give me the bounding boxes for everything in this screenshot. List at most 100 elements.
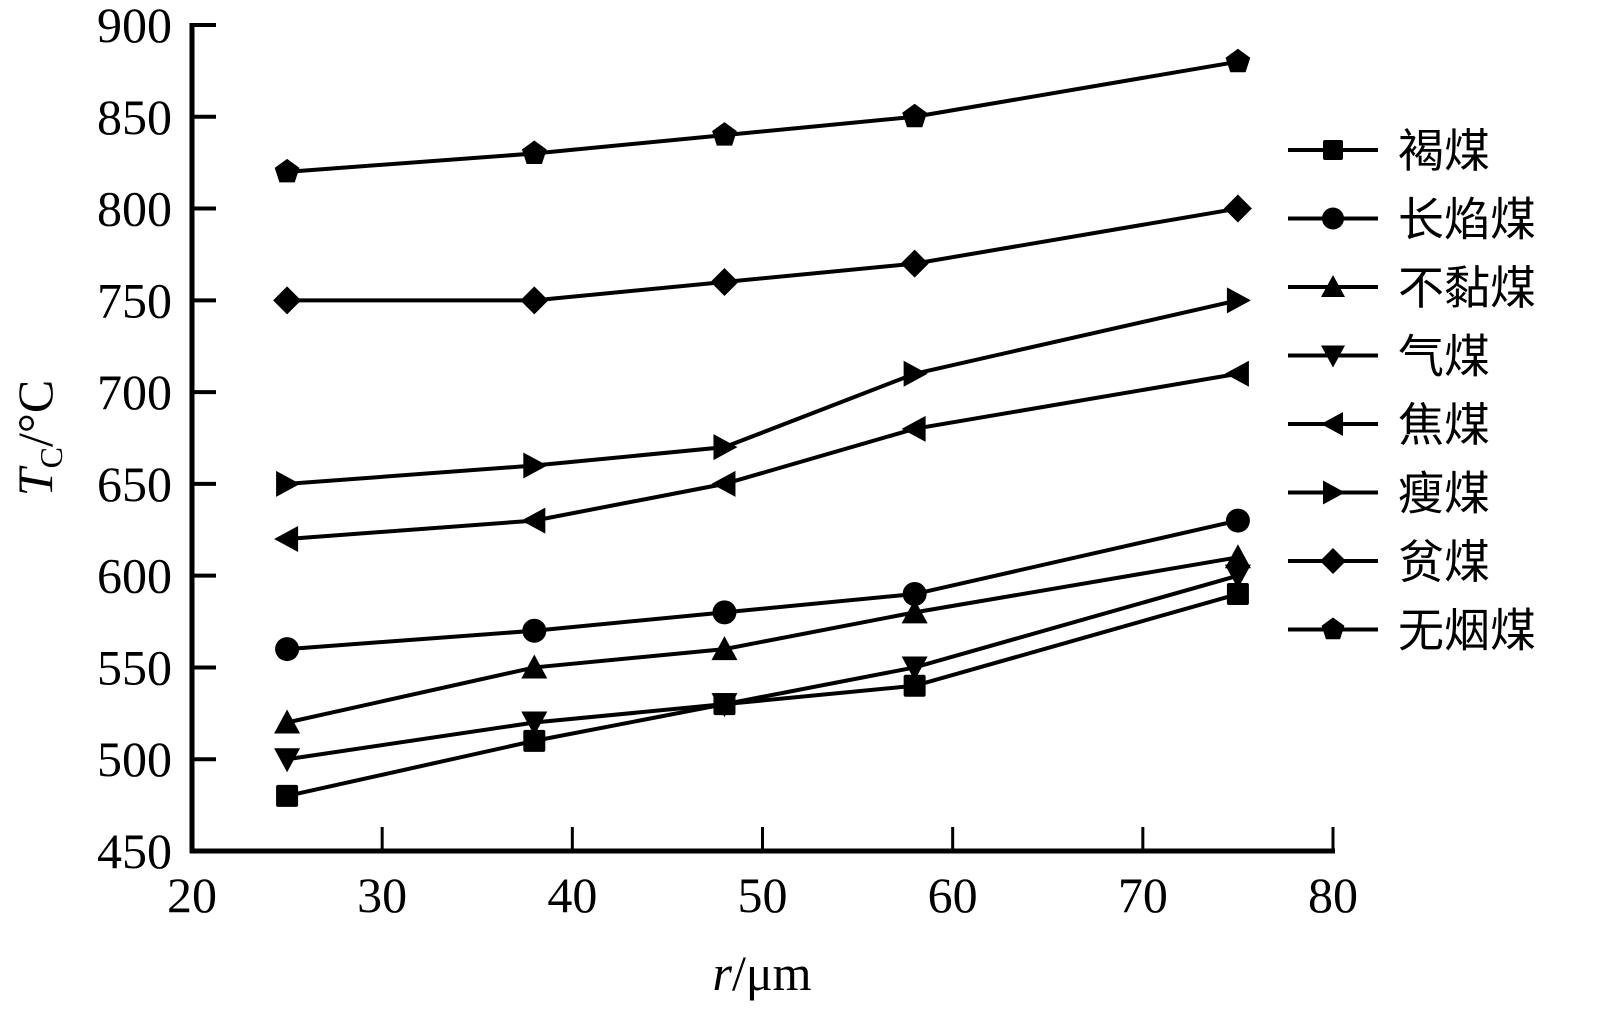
legend-item: 褐煤 bbox=[1288, 124, 1490, 178]
y-tick-label: 850 bbox=[97, 89, 172, 145]
series-line bbox=[286, 371, 1239, 541]
triangle-right-marker-icon bbox=[1323, 480, 1345, 505]
data-point bbox=[1224, 564, 1251, 589]
x-axis-var: r bbox=[712, 945, 732, 1001]
x-tick-label: 30 bbox=[357, 867, 407, 923]
legend-item: 不黏煤 bbox=[1288, 261, 1536, 315]
data-point bbox=[276, 784, 299, 807]
x-tick-label: 40 bbox=[547, 867, 597, 923]
legend-label: 贫煤 bbox=[1398, 535, 1490, 589]
x-tick-label: 60 bbox=[928, 867, 978, 923]
y-tick-label: 600 bbox=[97, 548, 172, 604]
data-point bbox=[1223, 194, 1252, 223]
y-tick-label: 900 bbox=[97, 0, 172, 53]
x-tick-label: 70 bbox=[1118, 867, 1168, 923]
data-point bbox=[710, 267, 739, 296]
data-point bbox=[901, 656, 928, 681]
data-point bbox=[903, 674, 926, 697]
data-point bbox=[274, 525, 299, 552]
data-point bbox=[521, 507, 546, 534]
y-axis-subscript: C bbox=[33, 447, 69, 468]
series-line bbox=[286, 298, 1239, 486]
y-tick-label: 500 bbox=[97, 731, 172, 787]
data-point bbox=[712, 600, 737, 625]
data-point bbox=[901, 599, 928, 624]
series-line bbox=[286, 518, 1239, 652]
y-axis-unit: /°C bbox=[7, 380, 63, 447]
series-line bbox=[286, 573, 1239, 762]
data-point bbox=[711, 693, 738, 718]
data-point bbox=[276, 470, 301, 497]
y-axis-title: TC/°C bbox=[7, 380, 69, 496]
legend-item: 贫煤 bbox=[1288, 535, 1490, 589]
series-line bbox=[287, 206, 1239, 303]
triangle-up-marker-icon bbox=[1321, 275, 1345, 297]
data-point bbox=[273, 286, 302, 315]
y-axis-var: T bbox=[7, 465, 63, 496]
circle-marker-icon bbox=[1322, 207, 1344, 230]
series-layer bbox=[273, 48, 1252, 807]
legend-item: 气煤 bbox=[1288, 330, 1490, 384]
y-tick-label: 450 bbox=[97, 823, 172, 879]
triangle-left-marker-icon bbox=[1321, 412, 1343, 436]
data-point bbox=[1224, 360, 1249, 387]
legend-label: 长焰煤 bbox=[1398, 193, 1536, 247]
data-point bbox=[1224, 544, 1251, 569]
data-point bbox=[1225, 508, 1250, 533]
pentagon-marker-icon bbox=[1321, 617, 1345, 640]
data-point bbox=[1225, 48, 1251, 73]
data-point bbox=[1226, 287, 1251, 314]
series-4 bbox=[274, 360, 1249, 552]
data-point bbox=[274, 709, 301, 734]
data-point bbox=[522, 618, 547, 643]
y-tick-label: 550 bbox=[97, 639, 172, 695]
data-point bbox=[275, 637, 300, 662]
series-7 bbox=[274, 48, 1251, 183]
x-axis-unit: /μm bbox=[732, 945, 812, 1001]
data-point bbox=[523, 452, 548, 479]
square-marker-icon bbox=[1323, 140, 1343, 160]
data-point bbox=[521, 654, 548, 679]
series-6 bbox=[273, 194, 1252, 315]
legend-label: 气煤 bbox=[1398, 330, 1490, 384]
legend-label: 不黏煤 bbox=[1398, 261, 1536, 315]
legend-item: 焦煤 bbox=[1288, 398, 1490, 452]
data-point bbox=[711, 636, 738, 661]
y-tick-label: 800 bbox=[97, 181, 172, 237]
triangle-down-marker-icon bbox=[1321, 345, 1345, 368]
legend-label: 无烟煤 bbox=[1398, 604, 1536, 658]
x-tick-label: 80 bbox=[1308, 867, 1358, 923]
legend-label: 焦煤 bbox=[1398, 398, 1490, 452]
series-line bbox=[286, 59, 1239, 174]
data-point bbox=[903, 360, 928, 387]
series-1 bbox=[275, 508, 1250, 662]
y-tick-label: 700 bbox=[97, 364, 172, 420]
legend-item: 无烟煤 bbox=[1288, 604, 1536, 658]
diamond-marker-icon bbox=[1320, 548, 1346, 574]
data-point bbox=[521, 140, 547, 165]
y-tick-label: 650 bbox=[97, 456, 172, 512]
data-point bbox=[520, 286, 549, 315]
data-point bbox=[711, 470, 736, 497]
series-2 bbox=[274, 544, 1251, 734]
x-axis-title: r/μm bbox=[712, 945, 811, 1001]
data-point bbox=[900, 249, 929, 278]
data-point bbox=[1226, 583, 1249, 606]
series-5 bbox=[276, 287, 1251, 497]
legend-item: 长焰煤 bbox=[1288, 193, 1536, 247]
axes: 450 500 550 600 650 700 750 800 850 900 20 30 40 50 60… bbox=[97, 0, 1358, 923]
legend-label: 褐煤 bbox=[1398, 124, 1490, 178]
data-point bbox=[274, 748, 301, 773]
data-point bbox=[901, 415, 926, 442]
series-3 bbox=[274, 564, 1251, 773]
data-point bbox=[521, 711, 548, 736]
x-tick-label: 20 bbox=[167, 867, 217, 923]
data-point bbox=[902, 103, 927, 128]
legend-label: 瘦煤 bbox=[1398, 467, 1490, 521]
data-point bbox=[713, 434, 738, 461]
data-point bbox=[274, 158, 300, 183]
data-point bbox=[523, 729, 546, 752]
legend-item: 瘦煤 bbox=[1288, 467, 1490, 521]
